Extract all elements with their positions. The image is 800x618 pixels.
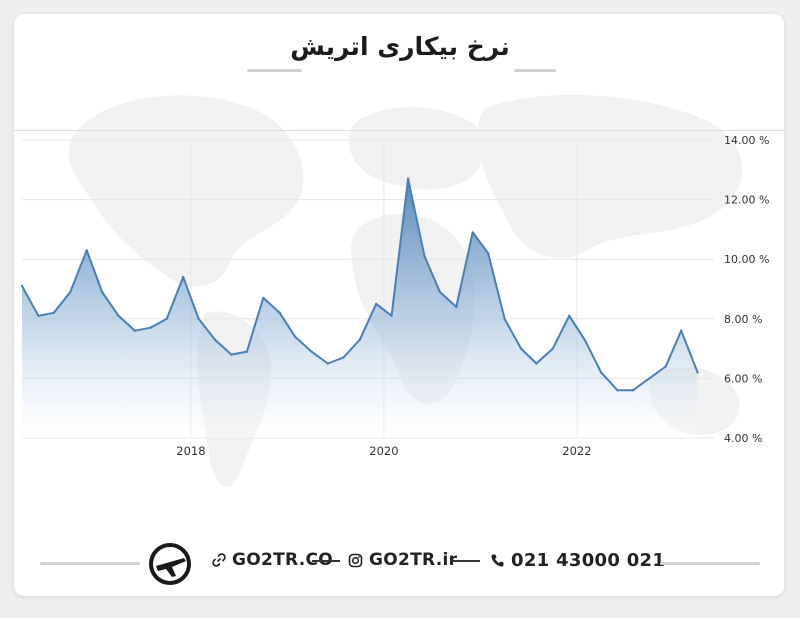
data-point — [278, 311, 281, 314]
title-decoration-right — [514, 69, 556, 72]
data-point — [197, 317, 200, 320]
phone-text: 021 43000 021 — [511, 550, 666, 571]
y-tick-label: 4.00 % — [724, 432, 762, 445]
data-point — [37, 314, 40, 317]
data-point — [165, 317, 168, 320]
data-point — [616, 389, 619, 392]
data-point — [680, 329, 683, 332]
footer: GO2TR.CO GO2TR.ir 021 43000 021 — [0, 542, 800, 585]
data-point — [358, 338, 361, 341]
data-point — [245, 350, 249, 353]
series-area-fill — [22, 178, 698, 438]
data-point — [213, 338, 217, 341]
data-point — [310, 350, 313, 353]
data-point — [664, 365, 667, 368]
data-point — [117, 314, 120, 317]
data-point — [293, 335, 297, 338]
data-point — [69, 290, 72, 294]
data-point — [438, 290, 442, 294]
data-point — [503, 317, 506, 320]
data-point — [342, 356, 345, 359]
y-tick-label: 6.00 % — [724, 372, 762, 385]
data-point — [20, 284, 24, 288]
data-point — [100, 290, 104, 294]
data-point — [230, 353, 233, 356]
x-tick-label: 2022 — [562, 444, 591, 458]
data-point — [583, 338, 586, 341]
data-point — [696, 371, 699, 374]
data-point — [551, 347, 554, 350]
footer-decoration-left — [40, 562, 140, 565]
data-point — [133, 329, 137, 332]
logo-plane-icon — [149, 543, 191, 585]
data-point — [182, 275, 185, 279]
data-point — [423, 255, 426, 258]
link-icon — [212, 553, 226, 567]
data-point — [262, 296, 265, 300]
instagram-link[interactable]: GO2TR.ir — [348, 550, 457, 570]
data-point — [648, 377, 651, 380]
data-point — [149, 326, 152, 329]
instagram-icon — [348, 553, 363, 567]
phone-link[interactable]: 021 43000 021 — [490, 550, 665, 571]
y-tick-label: 8.00 % — [724, 313, 762, 326]
data-point — [375, 302, 378, 306]
y-tick-label: 12.00 % — [724, 194, 769, 207]
data-point — [326, 362, 330, 365]
chart-area-layer — [20, 177, 699, 438]
data-point — [568, 314, 571, 317]
y-tick-label: 14.00 % — [724, 134, 769, 147]
data-point — [487, 252, 490, 255]
data-point — [390, 314, 393, 317]
instagram-text: GO2TR.ir — [369, 550, 458, 570]
data-point — [519, 347, 523, 350]
website-link[interactable]: GO2TR.CO — [212, 550, 333, 570]
data-point — [631, 389, 635, 392]
footer-separator-2 — [452, 560, 480, 562]
data-point — [85, 249, 88, 252]
footer-separator-1 — [312, 560, 340, 562]
x-tick-label: 2018 — [176, 444, 205, 458]
website-text: GO2TR.CO — [232, 550, 334, 570]
y-tick-label: 10.00 % — [724, 253, 769, 266]
x-tick-label: 2020 — [369, 444, 398, 458]
data-point — [599, 371, 603, 374]
page-title: نرخ بیکاری اتریش — [290, 32, 510, 61]
title-separator — [14, 130, 784, 131]
data-point — [406, 177, 410, 180]
chart-tick-labels: 4.00 % 6.00 % 8.00 % 10.00 % 12.00 % 14.00 % 2… — [176, 134, 769, 458]
phone-icon — [491, 554, 504, 567]
footer-decoration-right — [660, 562, 760, 565]
data-point — [52, 311, 55, 314]
title-decoration-left — [247, 69, 302, 72]
data-point — [471, 231, 474, 234]
data-point — [455, 305, 458, 309]
data-point — [535, 362, 538, 365]
